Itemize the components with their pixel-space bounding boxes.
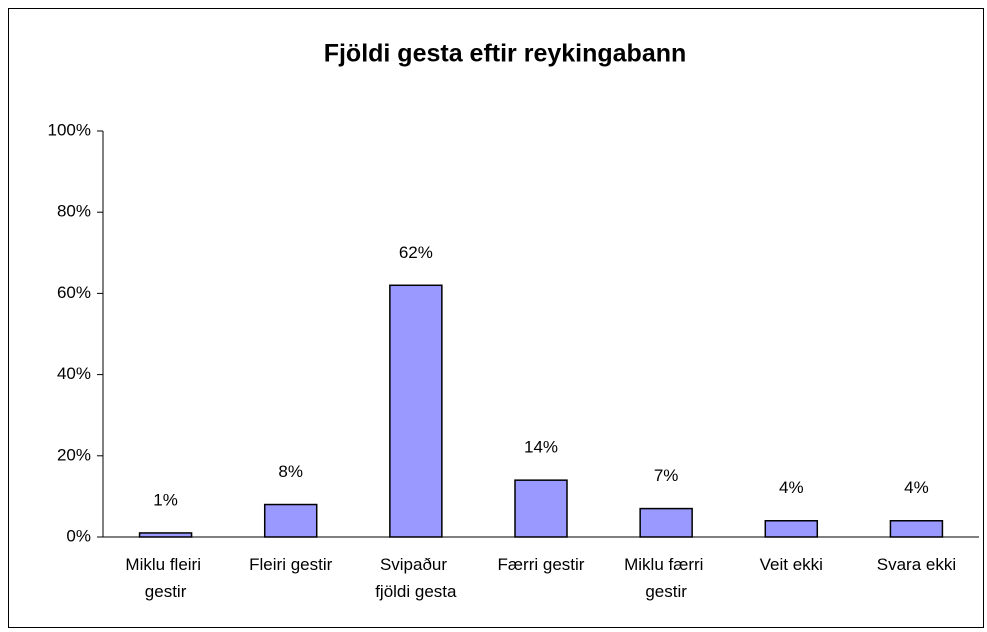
bar [639,507,693,538]
y-tick-label: 60% [57,283,91,302]
data-label: 8% [278,462,303,481]
y-tick-label: 0% [66,526,91,545]
bar [138,532,193,538]
data-label: 4% [904,478,929,497]
data-label: 62% [399,243,433,262]
x-tick-label: Miklu fleiri gestir [125,555,205,601]
x-tick-label: Miklu færri gestir [624,555,708,601]
bar [389,284,443,538]
y-tick-label: 100% [48,120,91,139]
data-label: 1% [153,490,178,509]
x-tick-label: Fleiri gestir [249,555,332,574]
bar [263,503,318,538]
y-tick-label: 40% [57,364,91,383]
x-tick-label: Veit ekki [760,555,823,574]
bar [514,479,568,538]
x-tick-label: Svara ekki [877,555,956,574]
chart-title: Fjöldi gesta eftir reykingabann [324,40,687,68]
data-label: 14% [524,438,558,457]
x-tick-label: Svipaður fjöldi gesta [375,555,457,601]
y-tick-label: 80% [57,202,91,221]
data-label: 4% [779,478,804,497]
chart-frame [8,8,984,628]
y-tick-label: 20% [57,445,91,464]
bar [889,520,944,538]
bar [764,520,819,538]
x-tick-label: Færri gestir [498,555,585,574]
data-label: 7% [654,466,679,485]
